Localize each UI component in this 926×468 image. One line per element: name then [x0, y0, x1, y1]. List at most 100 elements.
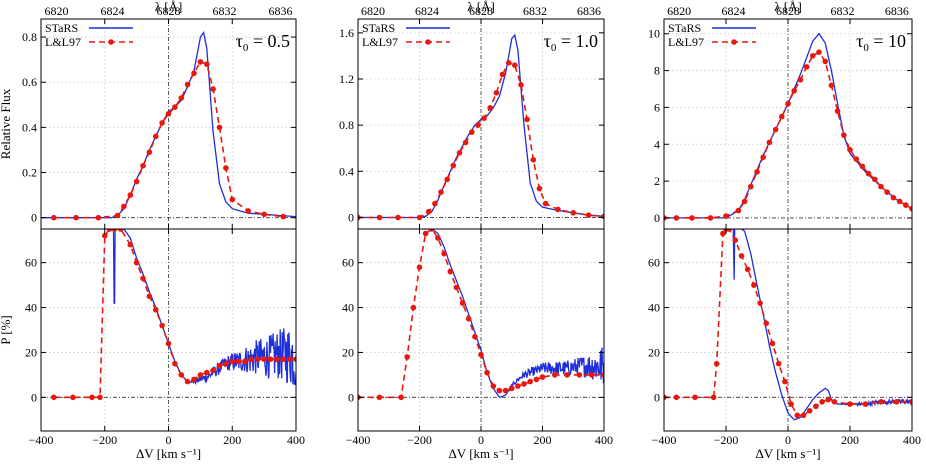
- data-point: [862, 401, 869, 407]
- top-tick-label: 6836: [885, 4, 909, 18]
- data-point: [398, 394, 404, 401]
- data-point: [475, 122, 481, 128]
- data-point: [70, 394, 76, 401]
- data-point: [184, 378, 191, 385]
- data-point: [229, 196, 236, 203]
- top-tick-label: 6836: [577, 4, 601, 18]
- data-point: [127, 192, 134, 198]
- data-point: [210, 367, 216, 374]
- x-tick-label: −400: [346, 433, 371, 447]
- x-tick-label: 400: [903, 433, 921, 447]
- top-axis-label: λ [Å]: [467, 0, 495, 14]
- data-point: [552, 372, 558, 378]
- data-point: [462, 139, 469, 146]
- panel-1: 0 0.2 0.4 0.6 0.8 Relative Flux 0 20 40 60 P [%] −4…: [0, 0, 305, 461]
- data-point: [794, 412, 801, 419]
- y-tick-label: 0.6: [22, 75, 37, 89]
- data-point: [432, 200, 438, 207]
- data-point: [806, 408, 813, 414]
- data-point: [509, 385, 515, 392]
- data-point: [515, 383, 521, 389]
- tau-label: τ0 = 1.0: [544, 31, 598, 54]
- data-point: [376, 214, 383, 221]
- data-point: [816, 49, 822, 55]
- legend-label-ll97: L&L97: [668, 35, 704, 49]
- data-point: [286, 356, 293, 363]
- x-tick-label: 0: [785, 433, 791, 447]
- data-point: [73, 214, 79, 221]
- data-point: [822, 58, 828, 65]
- data-point: [197, 372, 204, 378]
- data-point: [738, 253, 745, 259]
- data-point: [536, 185, 543, 192]
- y-tick-label: 0.2: [22, 166, 37, 180]
- data-point: [564, 372, 570, 378]
- y-axis-label: P [%]: [0, 315, 13, 345]
- data-point: [890, 194, 897, 201]
- data-point: [191, 70, 197, 76]
- data-point: [216, 124, 223, 131]
- data-point: [172, 104, 178, 110]
- y-tick-label: 20: [25, 345, 37, 359]
- data-point: [447, 268, 454, 275]
- top-tick-label: 6824: [101, 4, 125, 18]
- data-point: [204, 61, 210, 67]
- y-tick-label: 4: [654, 137, 660, 151]
- data-point: [450, 162, 457, 169]
- x-tick-label: −200: [714, 433, 739, 447]
- data-point: [903, 202, 909, 208]
- x-tick-label: 0: [478, 433, 484, 447]
- data-point: [800, 412, 807, 419]
- data-point: [121, 203, 127, 210]
- data-point: [159, 120, 165, 126]
- data-point: [788, 401, 794, 407]
- data-point: [689, 215, 695, 221]
- top-tick-label: 6820: [667, 4, 691, 18]
- tau-label: τ0 = 10: [856, 31, 906, 54]
- tau-symbol: τ: [544, 31, 551, 51]
- y-axis-label: Relative Flux: [0, 88, 13, 159]
- panel-3: 0 2 4 6 8 10 0 20 40 60 −400 −200 0 200 400 ΔV [km s⁻¹]…: [648, 0, 921, 461]
- x-axis-label: ΔV [km s⁻¹]: [448, 446, 513, 461]
- data-point: [530, 157, 537, 163]
- data-point: [267, 356, 274, 363]
- data-point: [782, 378, 788, 385]
- data-point: [772, 126, 779, 133]
- data-point: [425, 208, 432, 215]
- y-tick-label: 6: [654, 100, 660, 114]
- data-point: [847, 147, 853, 153]
- data-point: [159, 322, 165, 329]
- data-point: [191, 376, 197, 383]
- data-point: [422, 230, 429, 237]
- data-point: [216, 363, 223, 369]
- series-line-stars: [732, 229, 912, 421]
- data-point: [865, 170, 872, 177]
- data-point: [893, 399, 900, 405]
- data-point: [484, 369, 490, 376]
- y-tick-label: 40: [342, 301, 354, 315]
- data-point: [710, 394, 717, 401]
- tau-subscript: 0: [551, 42, 557, 54]
- y-tick-label: 60: [342, 256, 354, 270]
- x-tick-label: 400: [287, 433, 305, 447]
- y-tick-label: 0.8: [339, 118, 354, 132]
- y-tick-label: 0.4: [339, 164, 354, 178]
- data-point: [521, 381, 527, 387]
- data-point: [779, 113, 785, 120]
- top-tick-label: 6828: [157, 4, 181, 18]
- top-tick-label: 6828: [469, 4, 493, 18]
- tau-symbol: τ: [236, 31, 243, 51]
- tau-value: = 10: [869, 31, 906, 51]
- upper-plot: 0 2 4 6 8 10: [648, 18, 913, 230]
- data-point: [831, 399, 838, 405]
- data-point: [896, 198, 903, 205]
- data-point: [766, 139, 773, 146]
- y-tick-label: 1.6: [339, 26, 354, 40]
- y-tick-label: 0.8: [22, 30, 37, 44]
- data-point: [453, 284, 460, 291]
- data-point: [242, 358, 248, 365]
- data-point: [909, 399, 912, 405]
- data-point: [496, 387, 503, 394]
- legend-label-ll97: L&L97: [362, 35, 398, 49]
